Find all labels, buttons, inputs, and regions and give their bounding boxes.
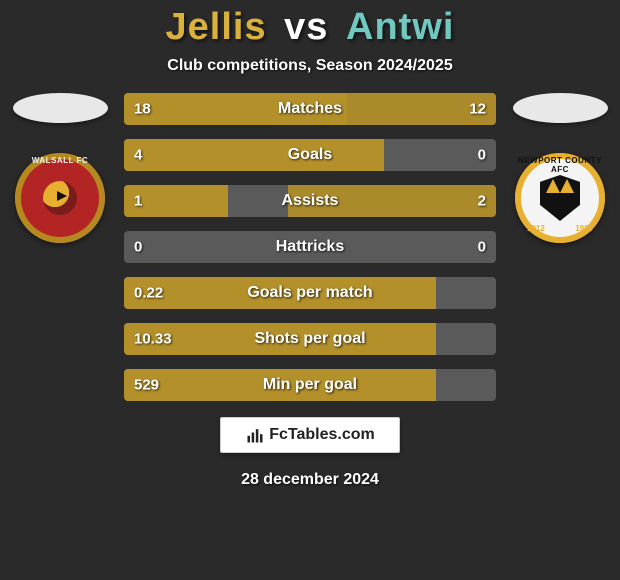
shield-icon bbox=[540, 175, 580, 221]
footer-date: 28 december 2024 bbox=[241, 471, 379, 489]
crest-emblem bbox=[39, 177, 81, 219]
comparison-infographic: Jellis vs Antwi Club competitions, Seaso… bbox=[0, 0, 620, 580]
crest-inner bbox=[21, 159, 99, 237]
stat-row: 0.22Goals per match bbox=[124, 277, 496, 309]
page-title: Jellis vs Antwi bbox=[166, 6, 455, 49]
stats-bars: 1812Matches 40Goals 12Assists 00Hattricks 0.… bbox=[120, 93, 500, 401]
bird-icon bbox=[43, 181, 77, 215]
left-side: WALSALL FC bbox=[0, 93, 120, 401]
crest-year-left: 1912 bbox=[527, 224, 545, 233]
player2-club-crest: 1912 1989 NEWPORT COUNTY AFC bbox=[515, 153, 605, 243]
stat-row: 40Goals bbox=[124, 139, 496, 171]
crest-year-right: 1989 bbox=[575, 224, 593, 233]
subtitle: Club competitions, Season 2024/2025 bbox=[167, 57, 452, 75]
main-area: WALSALL FC 1812Matches 40Goals 12Assists 00… bbox=[0, 93, 620, 401]
title-player1: Jellis bbox=[166, 6, 267, 49]
crest-emblem bbox=[539, 177, 581, 219]
stat-label: Assists bbox=[124, 192, 496, 210]
crest-years: 1912 1989 bbox=[521, 224, 599, 233]
stat-label: Matches bbox=[124, 100, 496, 118]
stat-label: Min per goal bbox=[124, 376, 496, 394]
stat-row: 00Hattricks bbox=[124, 231, 496, 263]
bar-chart-icon bbox=[245, 425, 265, 445]
crest-text: NEWPORT COUNTY AFC bbox=[515, 156, 605, 174]
brand-logo: FcTables.com bbox=[220, 417, 400, 453]
brand-text: FcTables.com bbox=[269, 426, 375, 444]
player2-avatar-placeholder bbox=[513, 93, 608, 123]
right-side: 1912 1989 NEWPORT COUNTY AFC bbox=[500, 93, 620, 401]
stat-label: Shots per goal bbox=[124, 330, 496, 348]
stat-label: Goals per match bbox=[124, 284, 496, 302]
stat-row: 12Assists bbox=[124, 185, 496, 217]
stat-label: Goals bbox=[124, 146, 496, 164]
crest-text: WALSALL FC bbox=[15, 156, 105, 165]
stat-row: 529Min per goal bbox=[124, 369, 496, 401]
stat-row: 1812Matches bbox=[124, 93, 496, 125]
stat-label: Hattricks bbox=[124, 238, 496, 256]
title-vs: vs bbox=[284, 6, 328, 49]
stat-row: 10.33Shots per goal bbox=[124, 323, 496, 355]
title-player2: Antwi bbox=[346, 6, 454, 49]
player1-avatar-placeholder bbox=[13, 93, 108, 123]
player1-club-crest: WALSALL FC bbox=[15, 153, 105, 243]
